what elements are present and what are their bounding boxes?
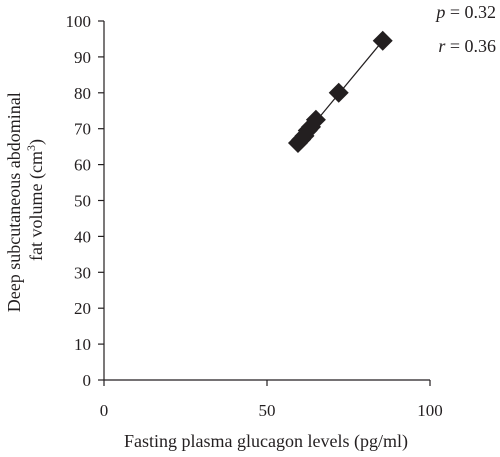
y-tick-label: 50 (74, 192, 91, 211)
r-value-label: r = 0.36 (438, 36, 496, 56)
y-axis-title-line2: fat volume (cm3) (24, 139, 47, 261)
y-tick-label: 70 (74, 120, 91, 139)
y-tick-label: 40 (74, 227, 91, 246)
x-axis-ticks: 0 50 100 (100, 380, 443, 420)
p-value-label: p = 0.32 (434, 2, 496, 22)
data-points (287, 30, 393, 154)
y-tick-label: 60 (74, 156, 91, 175)
data-point (372, 30, 393, 51)
y-tick-label: 30 (74, 263, 91, 282)
y-tick-label: 100 (66, 12, 92, 31)
y-axis-ticks: 0 10 20 30 40 50 60 70 80 90 100 (66, 12, 104, 390)
y-axis-title-line1: Deep subcutaneous abdominal (4, 92, 24, 312)
data-point (305, 109, 326, 130)
y-tick-label: 0 (83, 371, 92, 390)
x-tick-label: 0 (100, 401, 109, 420)
y-axis-title: Deep subcutaneous abdominal fat volume (… (4, 88, 47, 312)
x-tick-label: 50 (259, 401, 276, 420)
y-axis-title-superscript: 3 (24, 145, 38, 151)
y-tick-label: 10 (74, 335, 91, 354)
x-tick-label: 100 (417, 401, 443, 420)
y-tick-label: 90 (74, 48, 91, 67)
data-point (328, 82, 349, 103)
x-axis-title: Fasting plasma glucagon levels (pg/ml) (124, 431, 408, 452)
axes (103, 21, 430, 381)
y-tick-label: 80 (74, 84, 91, 103)
y-tick-label: 20 (74, 299, 91, 318)
